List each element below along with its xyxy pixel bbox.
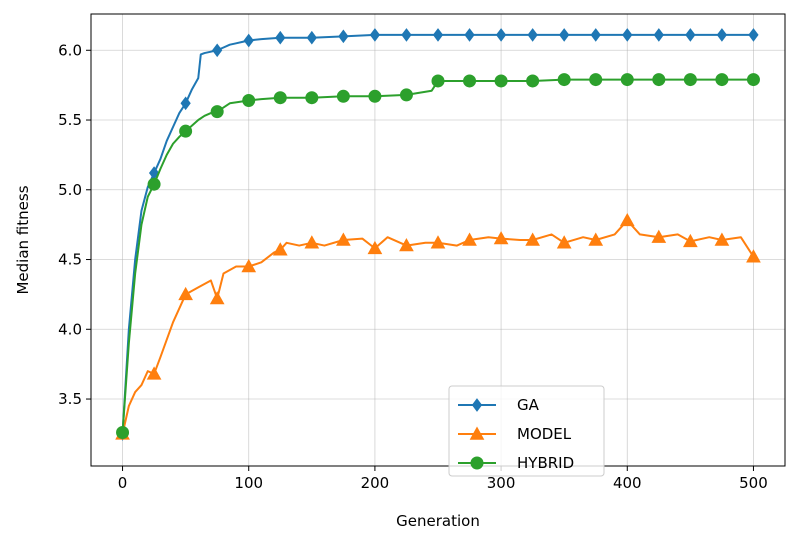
data-point-hybrid xyxy=(746,73,760,87)
data-point-ga xyxy=(653,28,664,42)
legend: GA MODEL HYBRID xyxy=(448,385,605,477)
data-point-hybrid xyxy=(210,105,224,119)
y-tick-label: 6.0 xyxy=(58,41,82,59)
legend-item-model: MODEL xyxy=(458,425,572,443)
data-point-model xyxy=(178,286,193,301)
data-point-model xyxy=(272,242,288,256)
data-point-ga xyxy=(369,28,381,42)
data-point-hybrid xyxy=(683,73,697,87)
legend-marker-ga xyxy=(471,398,483,412)
x-tick-label: 300 xyxy=(487,474,516,492)
data-point-hybrid xyxy=(494,74,508,88)
data-point-hybrid xyxy=(273,91,287,105)
x-tick-label: 100 xyxy=(234,474,263,492)
data-point-model xyxy=(430,235,446,249)
x-tick-label: 500 xyxy=(739,474,768,492)
data-point-model xyxy=(304,235,320,249)
legend-marker-model xyxy=(469,426,485,440)
data-point-hybrid xyxy=(652,73,666,87)
data-point-ga xyxy=(275,30,286,45)
data-point-hybrid xyxy=(368,89,382,103)
data-point-ga xyxy=(243,33,254,48)
legend-box xyxy=(448,385,605,477)
data-point-hybrid xyxy=(620,73,634,87)
x-tick-label: 200 xyxy=(361,474,390,492)
data-point-model xyxy=(588,232,604,246)
data-point-ga xyxy=(685,28,696,42)
y-tick-label: 4.0 xyxy=(58,320,82,338)
data-point-ga xyxy=(306,30,317,45)
data-point-model xyxy=(525,232,540,246)
data-point-ga xyxy=(338,29,349,44)
data-point-ga xyxy=(212,43,223,58)
data-point-hybrid xyxy=(715,73,729,87)
data-point-hybrid xyxy=(463,74,477,88)
data-point-model xyxy=(336,232,351,246)
x-tick-label: 0 xyxy=(118,474,128,492)
data-point-ga xyxy=(401,28,412,42)
data-point-ga xyxy=(180,96,191,111)
data-point-hybrid xyxy=(336,89,350,103)
series-hybrid xyxy=(116,73,760,440)
data-point-hybrid xyxy=(589,73,603,87)
data-point-model xyxy=(493,231,509,245)
data-point-hybrid xyxy=(431,74,445,88)
series-layer xyxy=(115,28,761,441)
y-tick-label: 3.5 xyxy=(58,390,82,408)
data-point-model xyxy=(399,238,414,252)
data-point-hybrid xyxy=(399,88,413,102)
x-tick-label: 400 xyxy=(613,474,642,492)
data-point-ga xyxy=(495,28,507,42)
data-point-model xyxy=(556,235,572,249)
legend-item-ga: GA xyxy=(458,396,540,414)
data-point-model xyxy=(619,212,635,227)
data-point-hybrid xyxy=(557,73,571,87)
data-point-model xyxy=(651,229,667,243)
y-axis-label: Median fitness xyxy=(14,185,32,294)
legend-marker-hybrid xyxy=(470,456,484,470)
data-point-model xyxy=(462,232,477,246)
plot-frame xyxy=(90,13,786,467)
data-point-ga xyxy=(527,28,538,42)
data-point-ga xyxy=(622,28,633,42)
data-point-model xyxy=(367,240,383,255)
legend-label-ga: GA xyxy=(517,396,540,414)
series-line-ga xyxy=(121,33,754,434)
grid xyxy=(91,14,785,466)
data-point-ga xyxy=(748,28,759,42)
data-point-ga xyxy=(716,28,728,42)
data-point-ga xyxy=(590,28,601,42)
data-point-model xyxy=(209,291,225,305)
data-point-hybrid xyxy=(526,74,540,88)
y-tick-label: 4.5 xyxy=(58,251,82,269)
y-tick-label: 5.5 xyxy=(58,111,82,129)
data-point-hybrid xyxy=(242,93,256,107)
data-point-hybrid xyxy=(305,91,319,105)
data-point-model xyxy=(683,233,698,248)
data-point-ga xyxy=(464,28,475,42)
data-point-hybrid xyxy=(116,426,130,440)
legend-item-hybrid: HYBRID xyxy=(458,454,574,472)
data-point-model xyxy=(146,366,162,380)
data-point-ga xyxy=(559,28,570,42)
data-point-model xyxy=(241,258,257,273)
ticks: 0 100 200 300 400 500 3.5 4.0 4.5 5.0 5.5 6.0 xyxy=(58,41,768,492)
data-point-hybrid xyxy=(147,177,161,191)
legend-label-model: MODEL xyxy=(517,425,572,443)
y-tick-label: 5.0 xyxy=(58,181,82,199)
data-point-ga xyxy=(432,28,444,42)
x-axis-label: Generation xyxy=(396,512,480,530)
data-point-model xyxy=(714,232,730,246)
legend-label-hybrid: HYBRID xyxy=(517,454,574,472)
data-point-hybrid xyxy=(179,124,193,138)
data-point-model xyxy=(746,249,761,263)
